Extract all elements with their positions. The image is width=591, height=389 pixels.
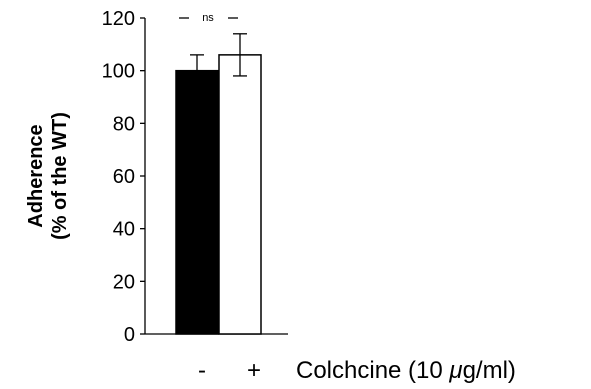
- significance-marker: ns: [179, 12, 238, 24]
- y-axis: 0 20 40 60 80 100 120: [102, 8, 288, 346]
- y-tick-label: 20: [113, 271, 135, 293]
- bar-minus: [175, 69, 219, 335]
- y-tick-label: 0: [124, 324, 135, 346]
- y-tick-label: 40: [113, 219, 135, 241]
- error-bars: [190, 33, 247, 88]
- y-axis-label-line2: (% of the WT): [49, 112, 71, 240]
- x-axis-label-prefix: Colchcine (10: [296, 357, 449, 384]
- x-axis-label: Colchcine (10 μg/ml): [296, 357, 516, 384]
- bar-plus: [218, 54, 262, 335]
- significance-label: ns: [202, 12, 214, 24]
- x-category-label: -: [198, 357, 206, 384]
- bars: [175, 54, 262, 335]
- x-axis-label-mu: μ: [448, 357, 462, 384]
- y-tick-label: 100: [102, 61, 135, 83]
- y-tick-label: 120: [102, 8, 135, 30]
- y-tick-label: 60: [113, 166, 135, 188]
- x-axis-label-suffix: g/ml): [463, 357, 516, 384]
- y-axis-label-line1: Adherence: [25, 124, 47, 227]
- y-tick-label: 80: [113, 113, 135, 135]
- x-axis-labels: - +: [198, 357, 261, 384]
- x-category-label: +: [247, 357, 261, 384]
